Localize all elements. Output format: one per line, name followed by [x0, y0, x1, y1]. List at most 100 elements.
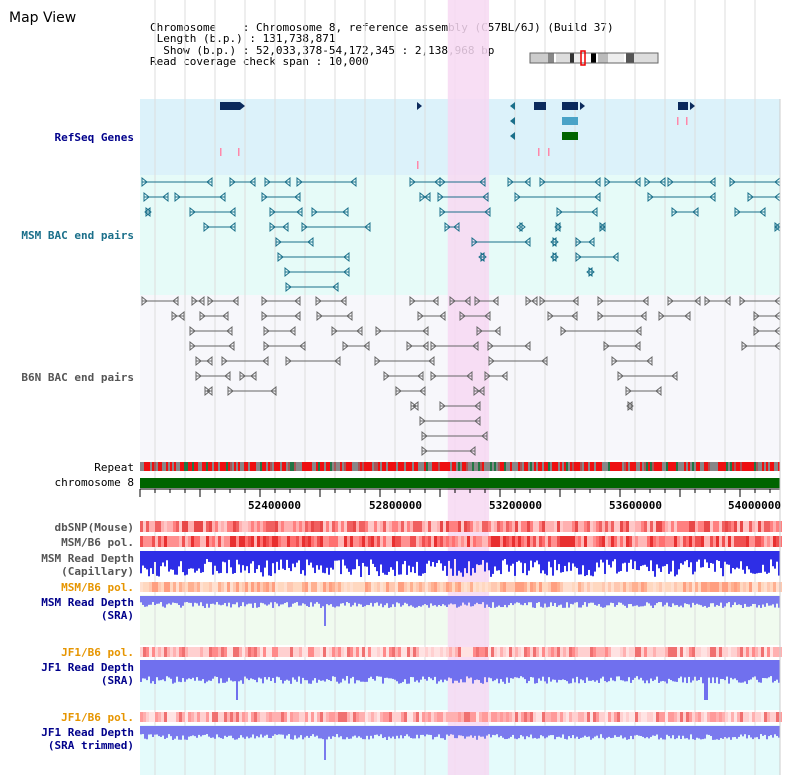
msm-pol-segment: [266, 536, 269, 547]
track-label-jf1-b6-pol-2[interactable]: JF1/B6 pol.: [61, 711, 134, 724]
msm-pol-segment: [371, 536, 374, 547]
msm-pol2-segment: [257, 582, 260, 592]
msm-pol2-segment: [431, 582, 434, 592]
msm-pol2-segment: [263, 582, 266, 592]
jf1-depth-trim-bar: [602, 726, 604, 738]
msm-pol-segment: [533, 536, 536, 547]
ideogram-band: [570, 53, 574, 63]
repeat-segment: [670, 462, 672, 471]
jf1-depth-sra-bar: [410, 660, 412, 678]
msm-depth-cap-bar: [364, 551, 366, 567]
msm-depth-cap-bar: [294, 551, 296, 568]
msm-depth-cap-bar: [678, 551, 680, 570]
track-label-msm-b6-pol-2[interactable]: MSM/B6 pol.: [61, 581, 134, 594]
msm-depth-cap-bar: [154, 551, 156, 562]
msm-pol-segment: [677, 536, 680, 547]
jf1-depth-trim-bar: [624, 726, 626, 738]
msm-depth-cap-bar: [640, 551, 642, 567]
msm-pol-segment: [158, 536, 161, 547]
dbsnp-segment: [614, 521, 617, 532]
msm-depth-cap-bar: [142, 551, 144, 566]
jf1-depth-trim-bar: [644, 726, 646, 739]
jf1-pol2-segment: [278, 712, 281, 722]
jf1-depth-sra-bar: [568, 660, 570, 684]
jf1-depth-trim-bar: [608, 726, 610, 737]
jf1-pol-segment: [752, 647, 755, 657]
msm-depth-sra-bar: [268, 596, 270, 605]
jf1-depth-trim-bar: [642, 726, 644, 737]
track-label-msm-bac[interactable]: MSM BAC end pairs: [21, 229, 134, 242]
track-label-refseq[interactable]: RefSeq Genes: [54, 131, 134, 144]
b6n-bac-pair-end: [625, 385, 632, 397]
track-label-jf1-depth-trim[interactable]: JF1 Read Depth: [41, 726, 134, 739]
jf1-depth-trim-bar: [362, 726, 364, 740]
gene-arrow: [510, 102, 515, 110]
b6n-bac-pair-end: [239, 370, 246, 382]
msm-pol2-segment: [329, 582, 332, 592]
track-label-msm-b6-pol[interactable]: MSM/B6 pol.: [61, 536, 134, 549]
msm-depth-cap-bar: [734, 551, 736, 570]
msm-pol2-segment: [392, 582, 395, 592]
track-label-dbsnp[interactable]: dbSNP(Mouse): [54, 521, 134, 534]
msm-pol2-segment: [602, 582, 605, 592]
msm-depth-cap-bar: [382, 551, 384, 573]
refseq-mark: [677, 117, 679, 125]
track-label-jf1-depth-sra[interactable]: JF1 Read Depth: [41, 661, 134, 674]
jf1-depth-sra-bar: [346, 660, 348, 677]
msm-pol2-segment: [332, 582, 335, 592]
msm-depth-sra-bar: [228, 596, 230, 603]
track-label-jf1-b6-pol[interactable]: JF1/B6 pol.: [61, 646, 134, 659]
jf1-pol2-segment: [476, 712, 479, 722]
jf1-pol2-segment: [446, 712, 449, 722]
jf1-depth-sra-bar: [722, 660, 724, 680]
axis-tick-label: 54000000: [728, 499, 781, 512]
repeat-segment: [750, 462, 752, 471]
track-label-msm-depth-sra[interactable]: MSM Read Depth: [41, 596, 134, 609]
dbsnp-segment: [464, 521, 467, 532]
jf1-depth-trim-bar: [332, 726, 334, 737]
repeat-segment: [408, 462, 410, 471]
msm-depth-sra-bar: [422, 596, 424, 606]
repeat-segment: [736, 462, 738, 471]
msm-depth-sra-bar: [460, 596, 462, 606]
track-label-b6n-bac[interactable]: B6N BAC end pairs: [21, 371, 134, 384]
dbsnp-segment: [584, 521, 587, 532]
repeat-segment: [406, 462, 408, 471]
jf1-pol-segment: [614, 647, 617, 657]
jf1-pol-segment: [557, 647, 560, 657]
b6n-bac-pair-end: [724, 295, 731, 307]
msm-depth-sra-bar: [158, 596, 160, 604]
repeat-segment: [172, 462, 174, 471]
b6n-bac-pair-end: [342, 340, 349, 352]
msm-pol-segment: [710, 536, 713, 547]
msm-depth-sra-bar: [454, 596, 456, 605]
repeat-segment: [564, 462, 566, 471]
jf1-pol-segment: [224, 647, 227, 657]
jf1-depth-trim-bar: [146, 726, 148, 740]
msm-pol-segment: [749, 536, 752, 547]
msm-depth-sra-bar: [558, 596, 560, 606]
jf1-pol2-segment: [143, 712, 146, 722]
jf1-depth-sra-bar: [636, 660, 638, 677]
jf1-depth-sra-bar: [420, 660, 422, 680]
jf1-pol2-segment: [569, 712, 572, 722]
track-label-msm-depth-cap[interactable]: MSM Read Depth: [41, 552, 134, 565]
repeat-segment: [170, 462, 172, 471]
ideogram-band: [634, 53, 658, 63]
msm-pol-segment: [629, 536, 632, 547]
msm-depth-cap-bar: [230, 551, 232, 568]
msm-pol2-segment: [380, 582, 383, 592]
dbsnp-segment: [452, 521, 455, 532]
msm-depth-cap-bar: [288, 551, 290, 568]
dbsnp-segment: [269, 521, 272, 532]
dbsnp-segment: [668, 521, 671, 532]
msm-depth-sra-bar: [400, 596, 402, 607]
b6n-bac-pair-end: [635, 325, 642, 337]
msm-pol2-segment: [620, 582, 623, 592]
msm-depth-cap-bar: [752, 551, 754, 574]
msm-pol-segment: [251, 536, 254, 547]
msm-pol2-segment: [335, 582, 338, 592]
msm-depth-sra-bar: [630, 596, 632, 605]
msm-pol-segment: [536, 536, 539, 547]
